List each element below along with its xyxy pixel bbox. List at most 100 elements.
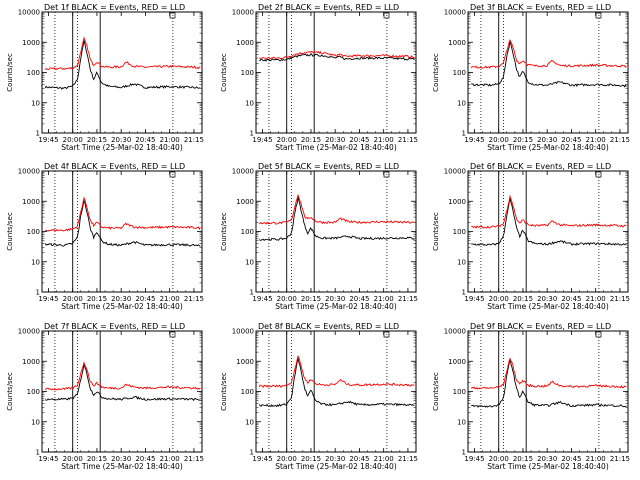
x-tick-label: 20:30 bbox=[111, 295, 131, 303]
x-tick-label: 20:30 bbox=[325, 295, 345, 303]
x-tick-label: 19:45 bbox=[38, 455, 58, 463]
y-tick-label: 100 bbox=[27, 69, 40, 77]
chart-title: Det 2f BLACK = Events, RED = LLD bbox=[258, 3, 399, 12]
y-tick-label: 1 bbox=[462, 289, 466, 297]
x-tick-label: 20:00 bbox=[277, 455, 297, 463]
x-tick-label: 20:30 bbox=[325, 136, 345, 144]
y-tick-label: 1 bbox=[36, 130, 40, 138]
x-tick-label: 19:45 bbox=[464, 455, 484, 463]
y-tick-label: 100 bbox=[27, 388, 40, 396]
y-tick-label: 10000 bbox=[18, 328, 40, 336]
x-tick-label: 21:15 bbox=[184, 136, 204, 144]
x-tick-label: 21:00 bbox=[160, 295, 180, 303]
series-line-lld bbox=[470, 38, 627, 69]
x-tick-label: 20:15 bbox=[513, 455, 533, 463]
series-line-events bbox=[44, 199, 201, 247]
y-tick-label: 1 bbox=[250, 289, 254, 297]
x-tick-label: 19:45 bbox=[38, 295, 58, 303]
x-tick-label: 19:45 bbox=[252, 136, 272, 144]
series-line-lld bbox=[470, 357, 627, 390]
y-tick-label: 10000 bbox=[444, 328, 466, 336]
series-line-lld bbox=[45, 196, 201, 232]
y-tick-label: 10000 bbox=[18, 9, 40, 17]
y-tick-label: 1000 bbox=[236, 198, 254, 206]
series-line-lld bbox=[259, 50, 415, 60]
x-tick-label: 20:45 bbox=[561, 136, 581, 144]
y-tick-label: 1000 bbox=[236, 39, 254, 47]
x-tick-label: 20:00 bbox=[277, 295, 297, 303]
y-tick-label: 100 bbox=[241, 228, 254, 236]
x-tick-label: 21:00 bbox=[374, 455, 394, 463]
chart-panel-5: Det 5f BLACK = Events, RED = LLD 1 10 100 10… bbox=[220, 162, 418, 311]
x-tick-label: 20:30 bbox=[111, 136, 131, 144]
legend-box-marker bbox=[383, 331, 390, 338]
y-axis-label: Counts/sec bbox=[220, 53, 228, 92]
x-tick-label: 19:45 bbox=[252, 295, 272, 303]
y-axis-label: Counts/sec bbox=[432, 53, 440, 92]
y-tick-label: 10000 bbox=[18, 168, 40, 176]
legend-box-marker bbox=[595, 12, 602, 19]
x-tick-label: 20:00 bbox=[489, 455, 509, 463]
chart-panel-1: Det 1f BLACK = Events, RED = LLD 1 10 100 10… bbox=[6, 3, 204, 152]
y-tick-label: 10000 bbox=[444, 168, 466, 176]
y-axis-label: Counts/sec bbox=[432, 212, 440, 251]
x-tick-label: 21:00 bbox=[374, 136, 394, 144]
chart-panel-4: Det 4f BLACK = Events, RED = LLD 1 10 100 10… bbox=[6, 162, 204, 311]
plot-frame bbox=[41, 11, 203, 134]
x-tick-label: 21:00 bbox=[586, 455, 606, 463]
chart-panel-3: Det 3f BLACK = Events, RED = LLD 1 10 100 10… bbox=[432, 3, 630, 152]
x-tick-label: 20:00 bbox=[63, 136, 83, 144]
y-tick-label: 10000 bbox=[444, 9, 466, 17]
y-tick-label: 10 bbox=[245, 258, 254, 266]
y-tick-label: 10 bbox=[31, 99, 40, 107]
x-axis-label: Start Time (25-Mar-02 18:40:40) bbox=[275, 143, 397, 152]
y-tick-label: 10000 bbox=[232, 168, 254, 176]
series-line-lld bbox=[44, 361, 201, 391]
series-line-events bbox=[44, 362, 201, 402]
x-tick-label: 20:15 bbox=[87, 295, 107, 303]
y-tick-label: 1 bbox=[250, 130, 254, 138]
y-axis-label: Counts/sec bbox=[220, 372, 228, 411]
chart-panel-6: Det 6f BLACK = Events, RED = LLD 1 10 100 10… bbox=[432, 162, 630, 311]
plot-frame bbox=[255, 11, 417, 134]
y-tick-label: 100 bbox=[453, 69, 466, 77]
series-line-lld bbox=[44, 36, 201, 71]
y-axis-label: Counts/sec bbox=[220, 212, 228, 251]
x-tick-label: 21:00 bbox=[586, 295, 606, 303]
x-tick-label: 20:45 bbox=[561, 455, 581, 463]
y-axis-label: Counts/sec bbox=[6, 53, 14, 92]
y-tick-label: 1 bbox=[462, 130, 466, 138]
y-tick-label: 1 bbox=[36, 449, 40, 457]
x-tick-label: 19:45 bbox=[464, 295, 484, 303]
x-axis-label: Start Time (25-Mar-02 18:40:40) bbox=[487, 302, 609, 311]
plot-frame bbox=[467, 11, 629, 134]
x-tick-label: 21:15 bbox=[610, 295, 630, 303]
series-line-events bbox=[471, 40, 627, 88]
y-tick-label: 100 bbox=[453, 388, 466, 396]
y-tick-label: 1000 bbox=[236, 358, 254, 366]
legend-box-marker bbox=[383, 171, 390, 178]
x-tick-label: 21:15 bbox=[184, 455, 204, 463]
series-line-lld bbox=[258, 355, 415, 388]
x-tick-label: 20:15 bbox=[87, 136, 107, 144]
x-tick-label: 20:45 bbox=[349, 295, 369, 303]
x-tick-label: 21:15 bbox=[398, 136, 418, 144]
y-axis-label: Counts/sec bbox=[6, 212, 14, 251]
x-tick-label: 20:00 bbox=[63, 455, 83, 463]
chart-panel-7: Det 7f BLACK = Events, RED = LLD 1 10 100 10… bbox=[6, 322, 204, 471]
series-line-lld bbox=[471, 194, 627, 229]
x-tick-label: 21:15 bbox=[610, 455, 630, 463]
y-tick-label: 10000 bbox=[232, 9, 254, 17]
plot-frame bbox=[41, 330, 203, 453]
x-tick-label: 19:45 bbox=[38, 136, 58, 144]
y-axis-label: Counts/sec bbox=[6, 372, 14, 411]
x-tick-label: 20:30 bbox=[537, 295, 557, 303]
chart-title: Det 4f BLACK = Events, RED = LLD bbox=[44, 162, 185, 171]
x-tick-label: 20:45 bbox=[135, 455, 155, 463]
plot-frame bbox=[255, 330, 417, 453]
x-axis-label: Start Time (25-Mar-02 18:40:40) bbox=[487, 143, 609, 152]
y-tick-label: 10 bbox=[31, 258, 40, 266]
legend-box-marker bbox=[595, 171, 602, 178]
legend-box-marker bbox=[169, 331, 176, 338]
x-axis-label: Start Time (25-Mar-02 18:40:40) bbox=[487, 462, 609, 471]
